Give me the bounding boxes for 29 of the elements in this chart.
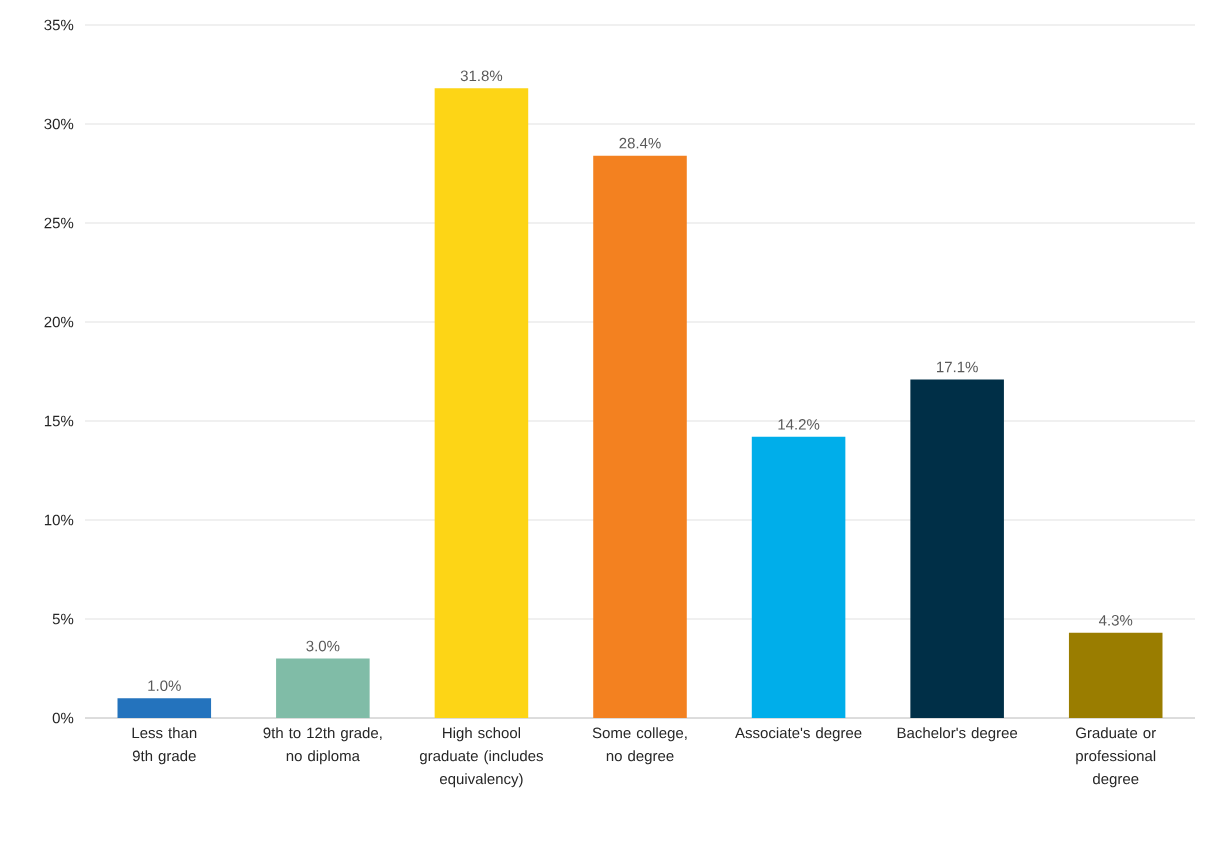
data-label: 3.0% bbox=[306, 640, 340, 652]
x-tick-label: Some college, no degree bbox=[592, 727, 687, 765]
y-tick-label: 25% bbox=[44, 217, 74, 229]
data-label: 31.8% bbox=[460, 70, 503, 82]
bar bbox=[117, 698, 212, 718]
y-tick-label: 20% bbox=[44, 316, 74, 328]
x-tick-label: Less than 9th grade bbox=[132, 727, 197, 765]
bar bbox=[434, 88, 529, 718]
x-tick-label: Bachelor's degree bbox=[897, 727, 1018, 742]
y-tick-label: 10% bbox=[44, 514, 74, 526]
y-tick-label: 5% bbox=[52, 613, 74, 625]
y-tick-label: 15% bbox=[44, 415, 74, 427]
bar bbox=[1068, 632, 1163, 718]
bar bbox=[910, 379, 1004, 718]
bar bbox=[593, 155, 687, 718]
y-tick-label: 30% bbox=[44, 118, 74, 130]
y-tick-label: 35% bbox=[44, 19, 74, 31]
data-label: 28.4% bbox=[619, 137, 661, 149]
data-label: 4.3% bbox=[1098, 615, 1133, 626]
data-label: 14.2% bbox=[778, 419, 820, 430]
x-tick-label: High school graduate (includes equivalency) bbox=[419, 727, 543, 788]
x-tick-label: Associate's degree bbox=[735, 727, 862, 742]
x-tick-label: Graduate or professional degree bbox=[1076, 727, 1156, 788]
data-label: 1.0% bbox=[148, 680, 181, 691]
data-label: 17.1% bbox=[937, 361, 978, 373]
bar bbox=[276, 658, 370, 718]
x-tick-label: 9th to 12th grade, no diploma bbox=[263, 727, 382, 765]
y-tick-label: 0% bbox=[52, 712, 74, 724]
bar bbox=[751, 436, 846, 718]
